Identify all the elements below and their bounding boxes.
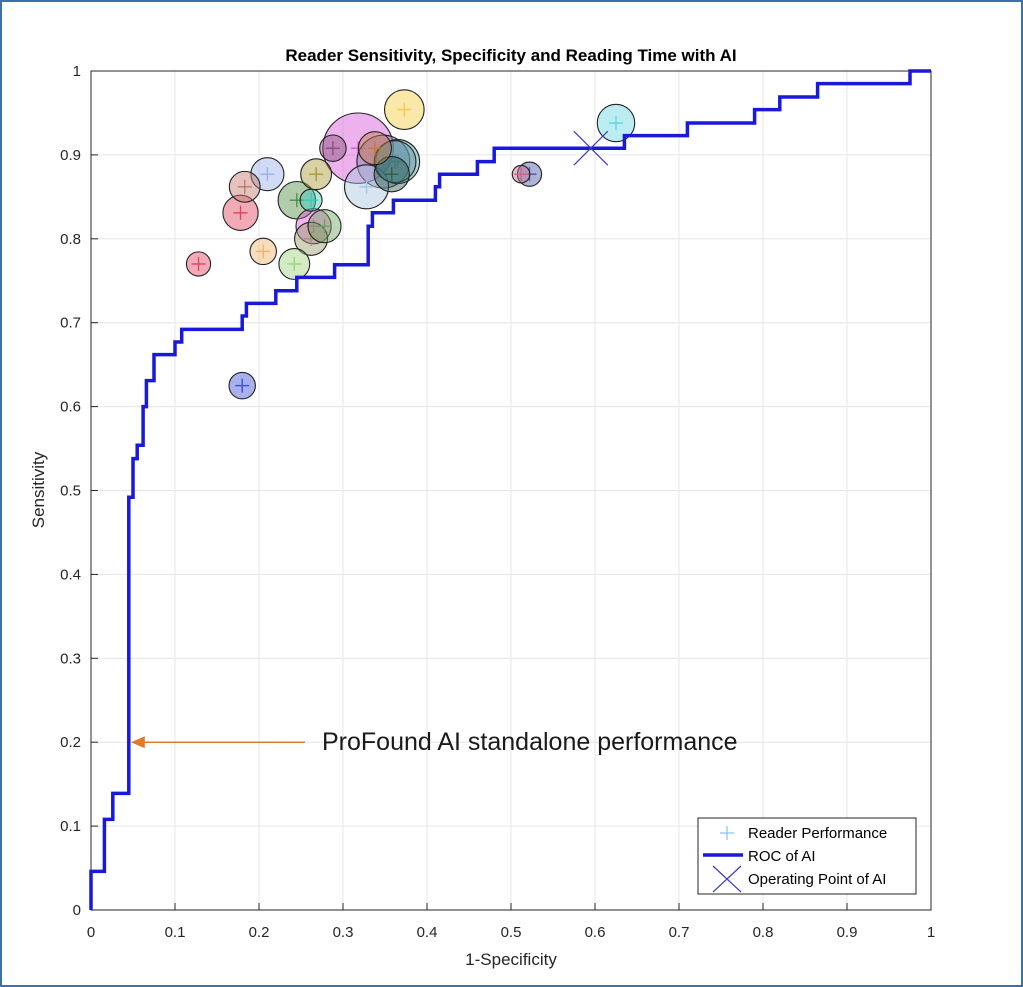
x-axis-label: 1-Specificity: [465, 950, 557, 969]
x-tick-label: 0.5: [501, 924, 522, 941]
reader-point: [185, 251, 212, 277]
annotation: ProFound AI standalone performance: [130, 728, 738, 756]
y-tick-label: 0.1: [60, 818, 81, 835]
y-tick-label: 0.2: [60, 734, 81, 751]
reader-point: [343, 164, 390, 210]
legend-operating-point-label: Operating Point of AI: [748, 871, 886, 888]
reader-point: [307, 209, 342, 244]
operating-point-marker: [573, 130, 609, 166]
operating-point-stroke: [573, 130, 609, 166]
annotation-arrow-head: [130, 736, 145, 749]
y-tick-label: 0.9: [60, 147, 81, 164]
x-tick-label: 0.4: [417, 924, 438, 941]
y-tick-label: 1: [73, 63, 81, 80]
reader-point: [300, 158, 333, 191]
x-tick-label: 0: [87, 924, 95, 941]
chart-title: Reader Sensitivity, Specificity and Read…: [285, 46, 736, 65]
x-tick-label: 1: [927, 924, 935, 941]
reader-point: [294, 221, 329, 256]
x-tick-label: 0.2: [249, 924, 270, 941]
y-axis-label: Sensitivity: [29, 451, 48, 528]
y-tick-label: 0.3: [60, 650, 81, 667]
y-tick-label: 0: [73, 902, 81, 919]
y-tick-label: 0.6: [60, 399, 81, 416]
reader-point: [249, 237, 277, 266]
y-tick-label: 0.4: [60, 566, 81, 583]
roc-curve: [89, 69, 931, 910]
reader-point: [319, 134, 347, 162]
reader-point: [373, 156, 410, 193]
x-tick-label: 0.9: [837, 924, 858, 941]
legend-operating-point-marker: [712, 865, 742, 893]
axis-ticks: 0 0.1 0.2 0.3 0.4 0.5 0.6 0.7 0.8 0.9 1 0 0.1 0.2 0.3 0…: [60, 63, 935, 941]
reader-point: [228, 170, 261, 203]
reader-point: [278, 248, 311, 280]
reader-points: [185, 89, 636, 400]
x-tick-label: 0.7: [669, 924, 690, 941]
legend-reader-label: Reader Performance: [748, 825, 887, 842]
x-tick-label: 0.6: [585, 924, 606, 941]
legend-reader-marker: [720, 826, 734, 840]
reader-point: [373, 140, 417, 184]
reader-point: [511, 164, 531, 184]
x-tick-label: 0.8: [753, 924, 774, 941]
reader-point: [228, 371, 256, 400]
reader-point: [299, 188, 323, 212]
annotation-text: ProFound AI standalone performance: [322, 728, 738, 756]
legend: Reader Performance ROC of AI Operating P…: [697, 817, 917, 895]
reader-point: [222, 194, 259, 231]
y-tick-label: 0.5: [60, 483, 81, 500]
grid: [91, 71, 931, 910]
reader-point: [383, 89, 425, 130]
y-tick-label: 0.7: [60, 315, 81, 332]
x-tick-label: 0.1: [165, 924, 186, 941]
y-tick-label: 0.8: [60, 231, 81, 248]
reader-point: [357, 131, 392, 166]
x-tick-label: 0.3: [333, 924, 354, 941]
legend-roc-label: ROC of AI: [748, 848, 816, 865]
